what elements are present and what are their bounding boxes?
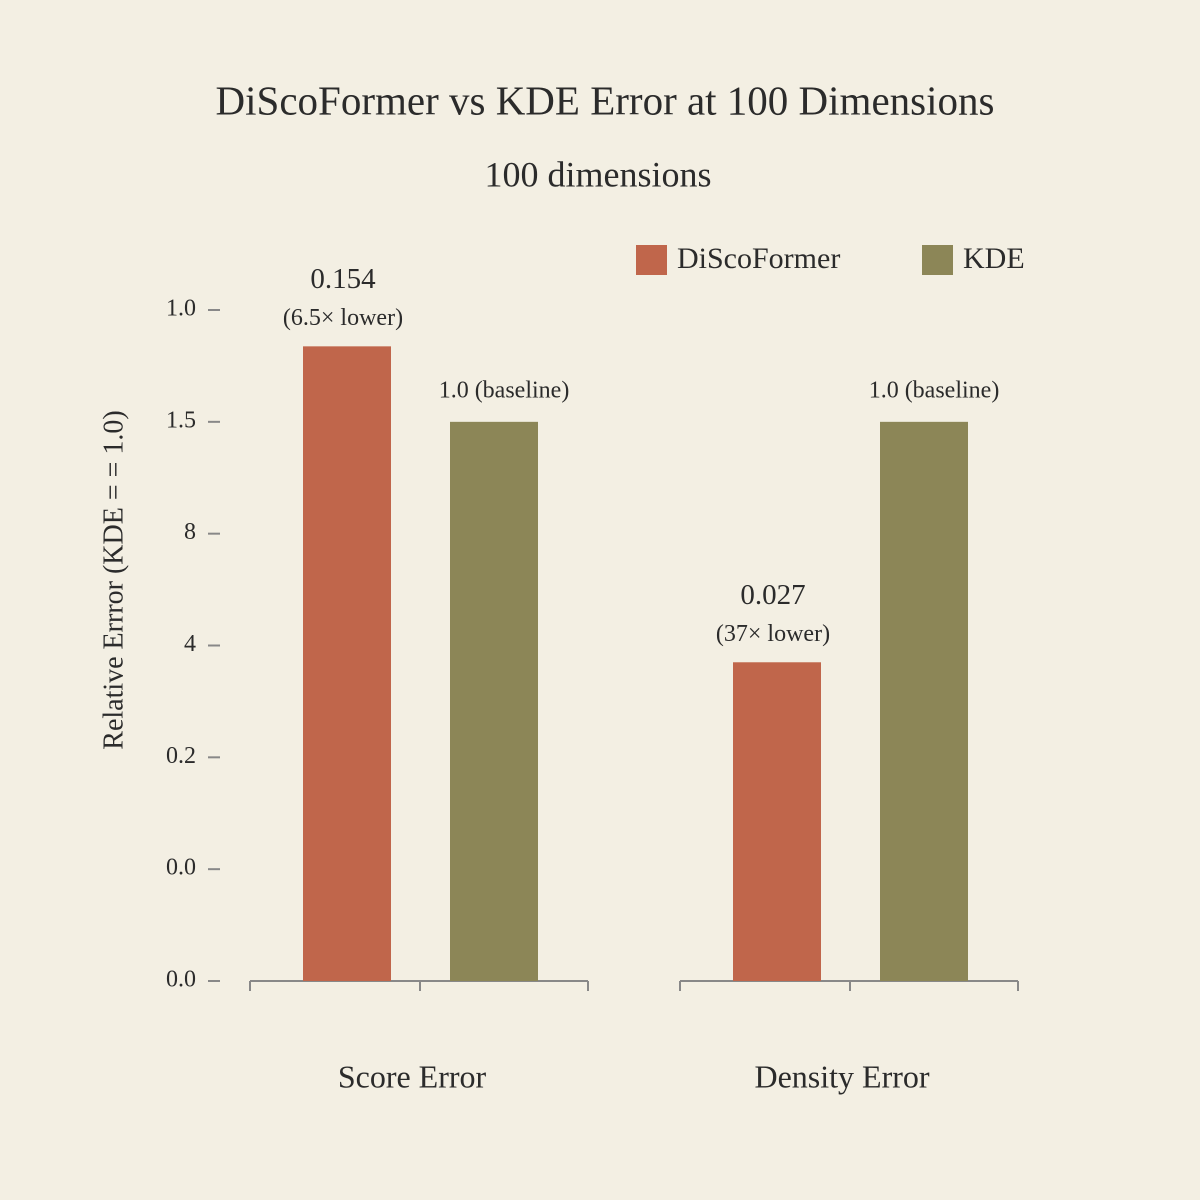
data-label: 1.0 (baseline)	[869, 377, 1000, 403]
annotation-note: (37× lower)	[716, 621, 830, 647]
x-tick-label: Density Error	[754, 1058, 929, 1094]
legend-swatch	[636, 245, 667, 275]
bar	[733, 662, 821, 981]
y-axis-label: Relative Errror (KDE = = 1.0)	[98, 410, 129, 749]
annotation-value: 0.154	[310, 263, 376, 295]
y-tick-label: 0.0	[166, 967, 196, 993]
legend-label: KDE	[963, 242, 1025, 275]
x-tick-label: Score Error	[338, 1058, 487, 1094]
data-label: 1.0 (baseline)	[439, 377, 570, 403]
y-tick-label: 0.2	[166, 743, 196, 769]
bar	[450, 421, 538, 981]
bar	[880, 421, 968, 981]
annotation-value: 0.027	[740, 579, 805, 611]
y-tick-label: 4	[184, 631, 196, 657]
annotation-note: (6.5× lower)	[283, 305, 403, 331]
bar	[303, 346, 391, 981]
chart-subtitle: 100 dimensions	[484, 154, 711, 194]
legend-swatch	[922, 245, 953, 275]
legend-label: DiScoFormer	[677, 242, 840, 275]
y-tick-label: 1.0	[166, 296, 196, 322]
y-tick-label: 8	[184, 519, 196, 545]
y-tick-label: 0.0	[166, 855, 196, 881]
y-tick-label: 1.5	[166, 407, 196, 433]
chart-title: DiScoFormer vs KDE Error at 100 Dimensio…	[216, 77, 995, 123]
